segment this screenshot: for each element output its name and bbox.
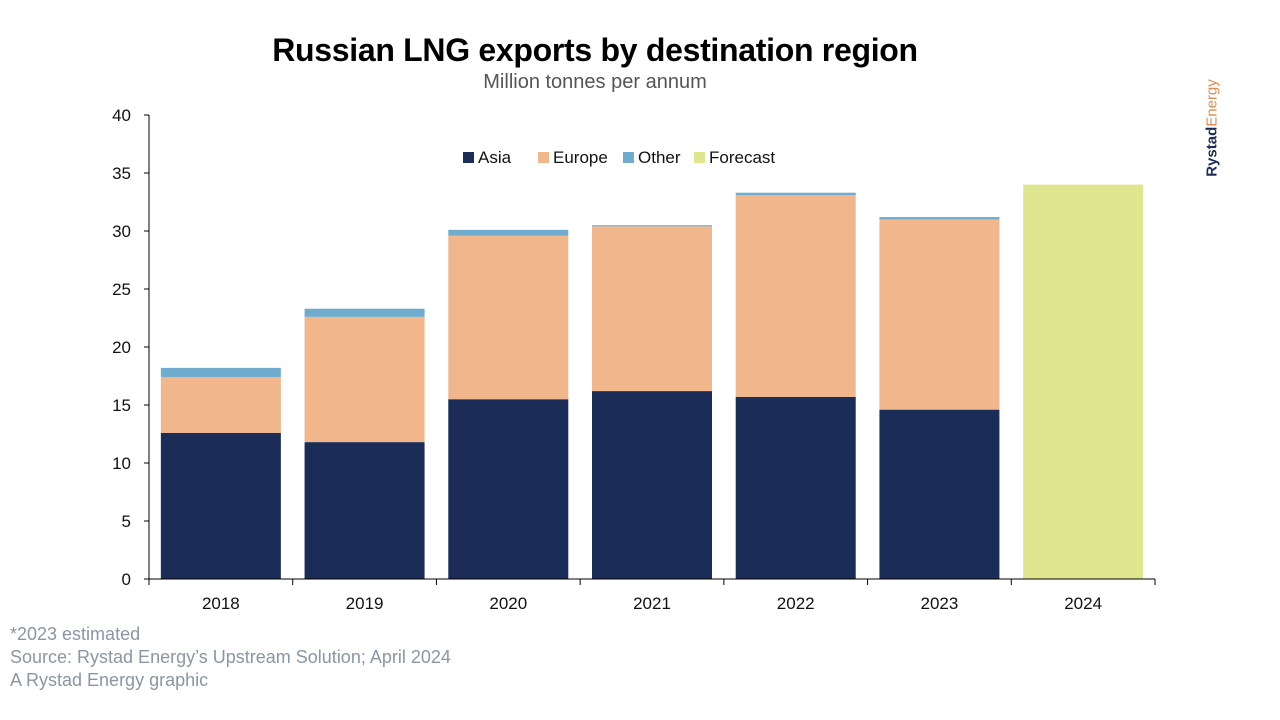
bar-other-2023 [879,217,1000,220]
bar-asia-2019 [304,442,425,579]
legend-swatch-europe [538,152,549,163]
y-tick-label-30: 30 [112,222,131,241]
bar-asia-2022 [735,396,856,579]
y-tick-label-0: 0 [122,570,131,589]
footnotes: *2023 estimated Source: Rystad Energy’s … [10,623,451,692]
legend-label-other: Other [638,148,681,167]
bar-other-2020 [448,229,569,236]
y-tick-label-5: 5 [122,512,131,531]
y-tick-label-20: 20 [112,338,131,357]
brand-logo-part2: Energy [1203,79,1221,127]
chart-subtitle: Million tonnes per annum [483,71,707,93]
bar-other-2018 [160,367,281,378]
x-tick-label-2019: 2019 [346,594,384,613]
bar-europe-2021 [592,226,712,392]
footnote-credit: A Rystad Energy graphic [10,670,209,690]
y-tick-label-40: 40 [112,106,131,125]
legend-label-forecast: Forecast [709,148,775,167]
x-tick-label-2018: 2018 [202,594,240,613]
bar-other-2021 [592,225,712,227]
brand-logo: RystadEnergy [1204,79,1221,177]
bar-europe-2019 [304,316,425,443]
bar-forecast-2024 [1023,184,1144,579]
legend-swatch-other [623,152,634,163]
x-tick-label-2022: 2022 [777,594,815,613]
brand-logo-part1: Rystad [1203,126,1221,177]
legend-swatch-asia [463,152,474,163]
y-tick-label-15: 15 [112,396,131,415]
footnote-source: Source: Rystad Energy’s Upstream Solutio… [10,647,451,667]
bar-other-2019 [304,308,425,317]
x-tick-label-2023: 2023 [921,594,959,613]
bar-europe-2022 [735,195,856,397]
x-tick-label-2024: 2024 [1064,594,1102,613]
bar-asia-2020 [448,399,569,579]
bar-europe-2020 [448,235,569,400]
y-tick-label-25: 25 [112,280,131,299]
bar-asia-2018 [160,432,281,579]
x-tick-label-2020: 2020 [489,594,527,613]
legend-label-europe: Europe [553,148,608,167]
bar-asia-2023 [879,409,1000,579]
footnote-estimate: *2023 estimated [10,624,141,644]
bar-europe-2018 [160,377,281,433]
bar-europe-2023 [879,219,1000,410]
chart-title: Russian LNG exports by destination regio… [272,32,918,68]
legend-label-asia: Asia [478,148,512,167]
bar-asia-2021 [592,391,712,579]
y-tick-label-35: 35 [112,164,131,183]
x-tick-label-2021: 2021 [633,594,671,613]
y-tick-label-10: 10 [112,454,131,473]
bar-other-2022 [735,192,856,196]
legend-swatch-forecast [694,152,705,163]
